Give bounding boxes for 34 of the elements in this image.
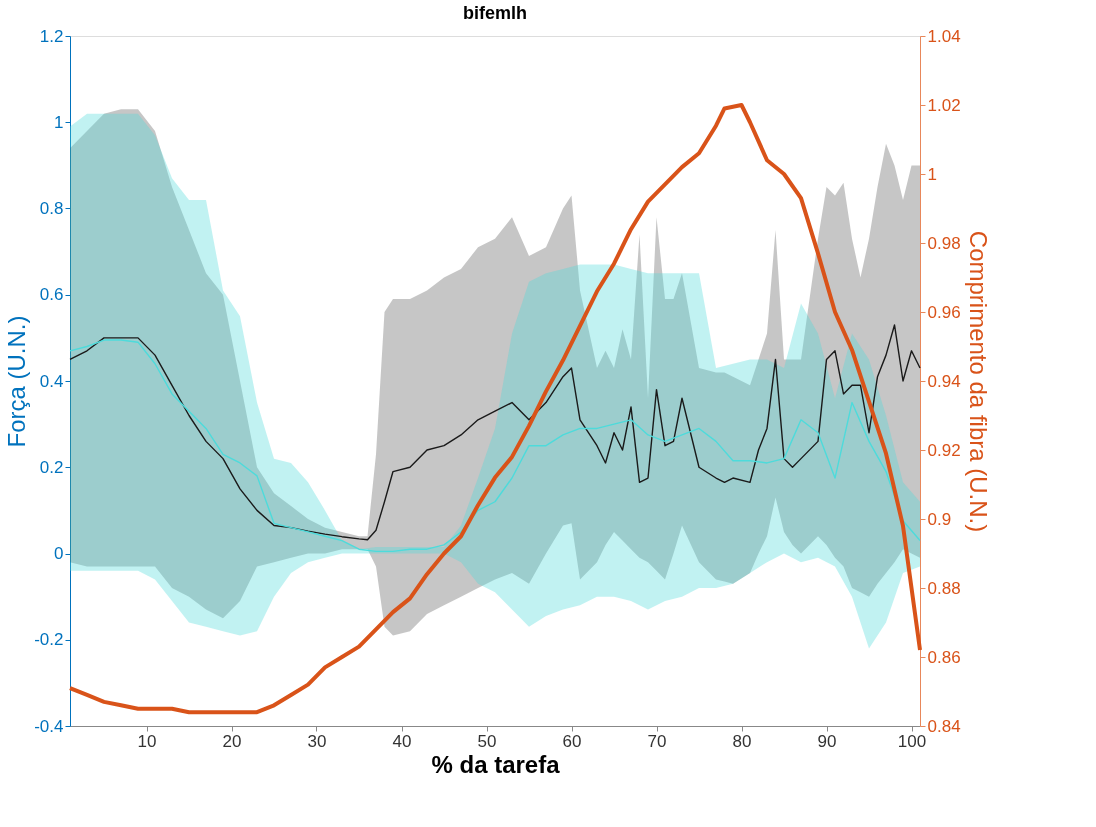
- x-tick-label: 70: [647, 731, 667, 751]
- x-tick-label: 50: [477, 731, 497, 751]
- y-tick-label: 0.6: [39, 285, 64, 305]
- y-tick-label: 1: [54, 112, 64, 132]
- x-tick-label: 100: [897, 731, 927, 751]
- y-axis-title: Força (U.N.): [3, 315, 31, 448]
- x-tick-label: 80: [732, 731, 752, 751]
- y2-tick-label: 0.98: [927, 233, 961, 253]
- x-tick-label: 30: [307, 731, 327, 751]
- x-axis-title: % da tarefa: [431, 750, 561, 778]
- y2-tick-label: 1.04: [927, 26, 961, 46]
- y-tick-label: -0.2: [34, 630, 64, 650]
- x-tick-label: 60: [562, 731, 582, 751]
- y2-tick-label: 0.96: [927, 302, 961, 322]
- chart-title: bifemlh: [462, 3, 528, 23]
- y2-tick-label: 1: [927, 164, 937, 184]
- y2-tick-label: 0.9: [927, 509, 952, 529]
- x-tick-label: 90: [817, 731, 837, 751]
- y-tick-label: -0.4: [34, 716, 64, 736]
- x-tick-label: 10: [137, 731, 157, 751]
- y-tick-label: 1.2: [39, 26, 64, 46]
- y2-tick-label: 0.86: [927, 647, 961, 667]
- y2-tick-label: 0.94: [927, 371, 961, 391]
- y2-tick-label: 0.88: [927, 578, 961, 598]
- y-tick-label: 0: [54, 544, 64, 563]
- y2-tick-label: 0.92: [927, 440, 961, 460]
- y2-tick-label: 1.02: [927, 95, 961, 115]
- y-tick-label: 0.8: [39, 199, 64, 218]
- y2-tick-label: 0.84: [927, 716, 961, 736]
- y-tick-label: 0.4: [39, 371, 64, 391]
- x-tick-label: 40: [392, 731, 412, 751]
- y2-axis-title: Comprimento da fibra (U.N.): [964, 230, 992, 533]
- x-tick-label: 20: [222, 731, 242, 751]
- y-tick-label: 0.2: [39, 457, 64, 477]
